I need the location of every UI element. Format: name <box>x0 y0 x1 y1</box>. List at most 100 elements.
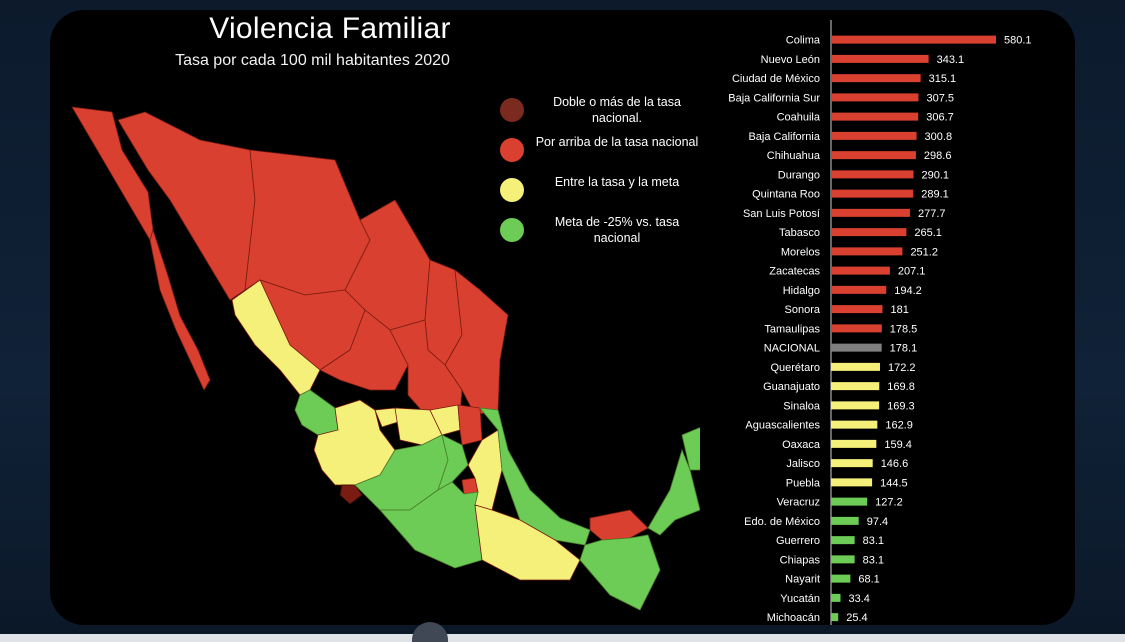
bar-value-label: 83.1 <box>863 535 884 547</box>
bar-category-label: Coahuila <box>777 112 821 124</box>
bar-value-label: 181 <box>890 304 908 316</box>
bar-category-label: Guanajuato <box>763 381 820 393</box>
bar <box>831 478 873 487</box>
bar-value-label: 580.1 <box>1004 35 1032 47</box>
map-region-guerrero <box>379 481 483 569</box>
map-region-chiapas <box>579 534 661 611</box>
legend-item-goal: Meta de -25% vs. tasa nacional <box>500 214 720 254</box>
bar-category-label: Yucatán <box>780 593 820 605</box>
bar <box>831 439 877 448</box>
bar-category-label: Chihuahua <box>767 150 821 162</box>
chart-title: Violencia Familiar <box>209 12 451 45</box>
bar-category-label: Chiapas <box>780 554 821 566</box>
bar <box>831 613 839 622</box>
bar-category-label: Sonora <box>785 304 821 316</box>
legend-swatch-goal <box>500 218 524 242</box>
bar-category-label: Guerrero <box>776 535 820 547</box>
bar <box>831 131 917 140</box>
bar-category-label: Colima <box>786 35 821 47</box>
map-region-hidalgo <box>457 404 483 446</box>
bar-value-label: 315.1 <box>929 73 957 85</box>
bar <box>831 54 929 63</box>
map-region-colima <box>339 484 363 505</box>
mexico-map <box>71 106 700 611</box>
bar <box>831 420 878 429</box>
bar-value-label: 194.2 <box>894 285 922 297</box>
bar-category-label: Quintana Roo <box>752 189 820 201</box>
bar-category-label: San Luis Potosí <box>743 208 820 220</box>
bar <box>831 266 890 275</box>
bar <box>831 189 914 198</box>
bar <box>831 574 851 583</box>
bar-value-label: 97.4 <box>867 516 888 528</box>
map-region-san-luis-potosi <box>389 319 463 421</box>
bar-category-label: Baja California <box>748 131 820 143</box>
bar <box>831 536 855 545</box>
bar-value-label: 290.1 <box>922 169 950 181</box>
legend-item-above: Por arriba de la tasa nacional <box>500 134 720 174</box>
bar-value-label: 159.4 <box>884 439 912 451</box>
bar <box>831 247 903 256</box>
map-region-tabasco <box>589 509 649 541</box>
bar-category-label: Nayarit <box>785 574 820 586</box>
bar-value-label: 343.1 <box>937 54 965 66</box>
bar-value-label: 68.1 <box>858 574 879 586</box>
legend-item-between: Entre la tasa y la meta <box>500 174 720 214</box>
bar <box>831 516 859 525</box>
bar-value-label: 146.6 <box>881 458 909 470</box>
bar-category-label: Morelos <box>781 246 821 258</box>
chart-subtitle: Tasa por cada 100 mil habitantes 2020 <box>175 52 450 69</box>
bar <box>831 74 921 83</box>
bar <box>831 382 880 391</box>
legend-swatch-between <box>500 178 524 202</box>
bar <box>831 208 910 217</box>
bar <box>831 112 919 121</box>
bar <box>831 362 880 371</box>
bar-chart: Colima 580.1 Nuevo León 343.1 Ciudad de Méxi… <box>728 20 1032 625</box>
bar <box>831 555 855 564</box>
bar-category-label: Puebla <box>786 477 821 489</box>
bar <box>831 151 916 160</box>
legend-label-above: Por arriba de la tasa nacional <box>535 135 699 149</box>
bar-value-label: 251.2 <box>910 246 938 258</box>
map-legend: Doble o más de la tasa nacional. Por arr… <box>500 94 720 254</box>
bar-value-label: 162.9 <box>885 420 913 432</box>
bar-category-label: Michoacán <box>767 612 820 624</box>
bar-value-label: 169.3 <box>887 400 915 412</box>
legend-label-goal: Meta de -25% vs. tasa nacional <box>554 215 680 245</box>
bar <box>831 497 868 506</box>
bar-category-label: Durango <box>778 169 820 181</box>
bar-category-label: Tabasco <box>779 227 820 239</box>
bar-category-label: NACIONAL <box>764 343 820 355</box>
bar-category-label: Nuevo León <box>761 54 820 66</box>
map-region-veracruz <box>479 407 591 546</box>
bar-category-label: Aguascalientes <box>745 420 820 432</box>
bar-value-label: 172.2 <box>888 362 916 374</box>
bar-value-label: 306.7 <box>926 112 954 124</box>
bar-category-label: Sinaloa <box>783 400 821 412</box>
bar <box>831 343 882 352</box>
bar-category-label: Hidalgo <box>783 285 820 297</box>
bar-category-label: Jalisco <box>786 458 820 470</box>
map-region-nayarit <box>294 389 339 436</box>
legend-swatch-double <box>500 98 524 122</box>
bar-value-label: 83.1 <box>863 554 884 566</box>
bar <box>831 285 887 294</box>
bar-value-label: 178.1 <box>890 343 918 355</box>
bar <box>831 228 907 237</box>
bar <box>831 324 882 333</box>
bar-category-label: Oaxaca <box>782 439 821 451</box>
legend-swatch-above <box>500 138 524 162</box>
bar-value-label: 265.1 <box>914 227 942 239</box>
bar-value-label: 207.1 <box>898 266 926 278</box>
bar-value-label: 169.8 <box>887 381 915 393</box>
bar-category-label: Baja California Sur <box>728 92 820 104</box>
bar <box>831 170 914 179</box>
bar-value-label: 298.6 <box>924 150 952 162</box>
bar <box>831 305 883 314</box>
bar-category-label: Edo. de México <box>744 516 820 528</box>
map-region-campeche <box>647 448 700 536</box>
bar <box>831 401 880 410</box>
map-region-yucatan <box>681 427 700 471</box>
legend-label-between: Entre la tasa y la meta <box>554 175 680 189</box>
